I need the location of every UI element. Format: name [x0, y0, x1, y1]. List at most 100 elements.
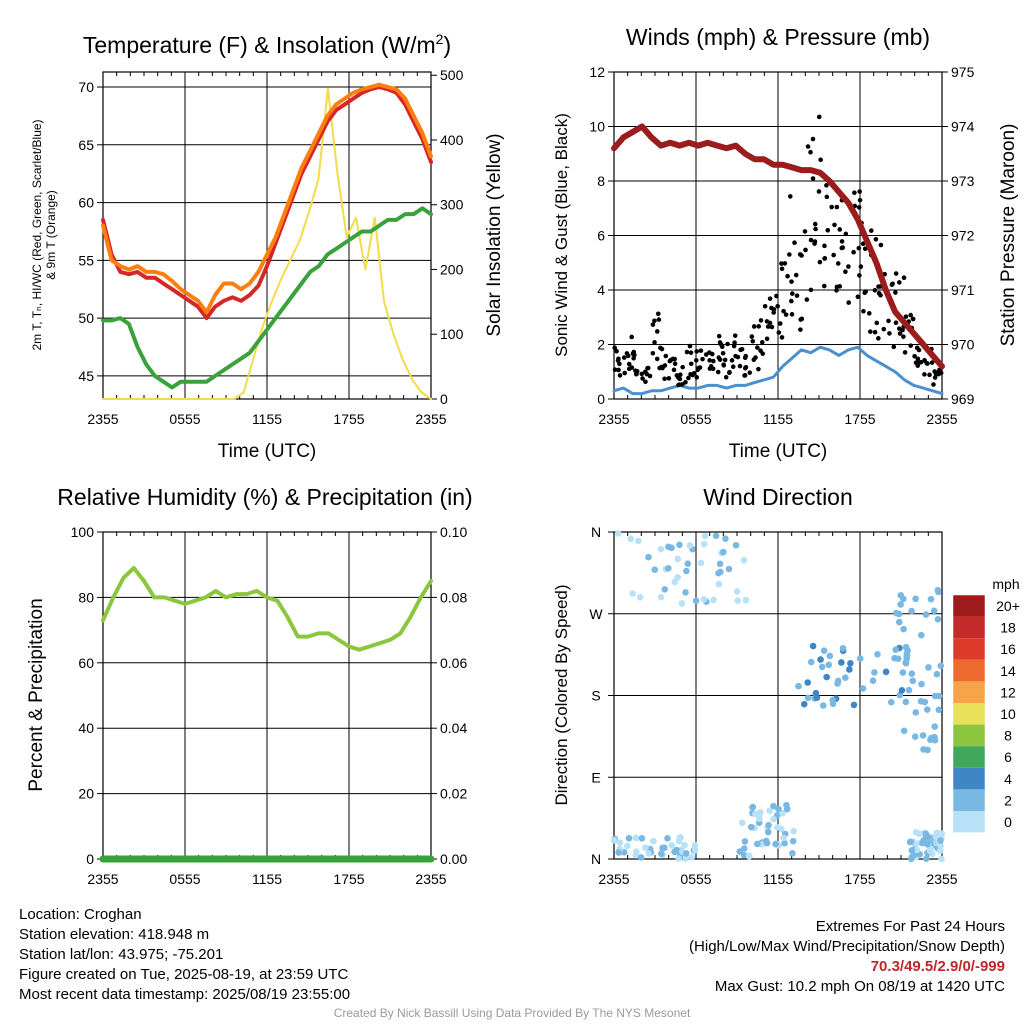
direction-point: [912, 828, 920, 836]
gust-point: [858, 264, 864, 269]
direction-point: [874, 650, 881, 658]
y-tick-label: 20: [78, 786, 94, 802]
direction-point: [871, 669, 878, 676]
direction-point: [712, 532, 720, 540]
latlon-text: Station lat/lon: 43.975; -75.201: [19, 946, 224, 963]
gust-point: [688, 371, 693, 377]
gust-point: [831, 252, 836, 258]
gust-point: [890, 281, 895, 287]
direction-point: [747, 823, 755, 831]
direction-point: [932, 833, 940, 841]
gust-point: [764, 336, 770, 342]
legend-swatch: [953, 659, 985, 682]
gust-point: [739, 346, 745, 352]
location-text: Location: Croghan: [19, 906, 142, 923]
direction-point: [700, 540, 708, 548]
legend-title: mph: [992, 576, 1019, 592]
y-tick-label: 10: [589, 119, 605, 135]
gust-point: [901, 334, 906, 339]
gust-point: [808, 149, 813, 155]
x-tick-label: 2355: [926, 411, 957, 427]
x-tick-label: 2355: [598, 411, 629, 427]
direction-point: [734, 597, 741, 604]
humidity-line: [101, 566, 433, 652]
direction-point: [924, 841, 931, 848]
gust-point: [922, 357, 927, 363]
gust-point: [869, 228, 874, 233]
direction-point: [820, 702, 827, 709]
direction-point: [847, 660, 854, 667]
gust-point: [876, 336, 881, 341]
y2-tick-label: 0: [440, 391, 448, 407]
direction-point: [933, 670, 941, 678]
gust-point: [910, 316, 916, 322]
x-tick-label: 1155: [763, 411, 793, 427]
legend-label: 0: [1004, 814, 1012, 830]
gust-point: [876, 290, 882, 296]
pressure-line: [611, 123, 945, 370]
y2-tick-label: 974: [951, 119, 975, 135]
gust-point: [751, 324, 757, 329]
gust-point: [813, 226, 818, 232]
gust-point: [835, 261, 841, 266]
y-tick-label: 80: [78, 589, 94, 605]
direction-point: [918, 631, 925, 639]
direction-point: [931, 736, 939, 744]
gust-point: [624, 351, 630, 356]
gust-point: [817, 259, 823, 265]
direction-point: [657, 593, 665, 601]
direction-point: [931, 723, 939, 730]
y2-tick-label: 972: [951, 228, 975, 244]
gust-point: [927, 372, 932, 378]
gust-point: [782, 261, 788, 266]
y-tick-label: 65: [78, 137, 94, 153]
gust-point: [866, 311, 872, 316]
gust-point: [822, 283, 827, 289]
direction-point: [918, 680, 925, 688]
gust-point: [862, 246, 868, 252]
gust-point: [656, 317, 662, 322]
direction-point: [638, 834, 646, 842]
gust-point: [662, 363, 668, 368]
gust-point: [857, 189, 862, 194]
gust-point: [709, 351, 715, 357]
direction-point: [820, 647, 828, 654]
gust-point: [671, 367, 677, 373]
gust-point: [688, 361, 694, 367]
gust-point: [639, 371, 645, 377]
direction-point: [676, 541, 683, 549]
direction-point: [925, 664, 932, 671]
gust-point: [654, 356, 660, 362]
gust-point: [908, 343, 913, 348]
direction-point: [770, 802, 777, 810]
temperature-ylabel-2: & 9m T (Orange): [44, 190, 58, 280]
direction-point: [745, 852, 753, 859]
direction-point: [818, 663, 826, 671]
direction-point: [674, 555, 682, 563]
x-tick-label: 1155: [763, 871, 793, 887]
x-tick-label: 1755: [844, 411, 875, 427]
gust-point: [662, 376, 667, 382]
direction-point: [790, 827, 798, 835]
temperature-title: Temperature (F) & Insolation (W/m2): [83, 31, 451, 58]
direction-point: [856, 655, 864, 662]
gust-point: [729, 358, 735, 363]
temperature-series-2: [101, 206, 433, 390]
y-tick-label: 8: [597, 173, 605, 189]
gust-point: [616, 367, 621, 373]
gust-point: [758, 318, 764, 323]
direction-point: [938, 855, 945, 863]
gust-point: [742, 366, 748, 371]
direction-point: [912, 709, 920, 716]
gust-point: [832, 222, 837, 228]
gust-point: [876, 284, 881, 289]
direction-point: [926, 847, 934, 854]
winds-title: Winds (mph) & Pressure (mb): [626, 24, 930, 50]
gust-point: [614, 348, 619, 354]
legend-swatch: [953, 789, 985, 811]
direction-point: [682, 855, 689, 862]
y2-tick-label: 300: [440, 197, 464, 213]
gust-point: [742, 373, 748, 378]
gust-point: [902, 350, 908, 355]
gust-point: [731, 343, 737, 349]
